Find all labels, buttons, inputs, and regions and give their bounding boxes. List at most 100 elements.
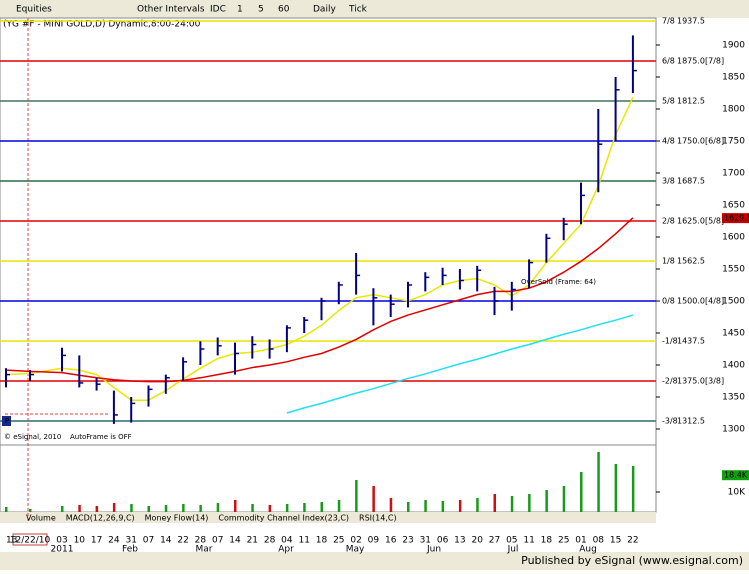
- annotation: AutoFrame is OFF: [70, 433, 132, 441]
- toolbar-item[interactable]: Other Intervals: [137, 5, 205, 15]
- level-tag: [7/8]: [705, 57, 724, 66]
- y-tick-label: 10K: [728, 488, 746, 498]
- volume-bar: [78, 505, 81, 512]
- y-tick-label: 1500: [722, 297, 745, 307]
- p-box: [2, 416, 11, 426]
- volume-bar: [182, 504, 185, 512]
- y-tick-label: 1450: [722, 329, 745, 339]
- toolbar-item[interactable]: Tick: [348, 5, 368, 15]
- toolbar-item[interactable]: Daily: [313, 5, 336, 15]
- annotation: P: [5, 417, 9, 425]
- y-tick-label: 1900: [722, 41, 745, 51]
- y-tick-label: 1550: [722, 265, 745, 275]
- ma-line: [5, 217, 634, 383]
- volume-bar: [631, 466, 635, 512]
- x-tick-label: 14: [160, 536, 172, 546]
- tab[interactable]: Commodity Channel Index(23,C): [218, 514, 349, 523]
- x-tick-label: 07: [212, 536, 223, 546]
- level-tag: [5/8]: [705, 217, 724, 226]
- volume-bar: [528, 494, 531, 512]
- y-tick-label: 1600: [722, 233, 745, 243]
- level-value: 1375.0: [677, 377, 705, 386]
- x-tick-label: 22: [627, 536, 638, 546]
- tab[interactable]: Money Flow(14): [145, 514, 209, 523]
- volume-bar: [199, 505, 202, 512]
- x-tick-label: 01: [575, 536, 586, 546]
- month-label: Aug: [579, 545, 597, 555]
- x-tick-label: 25: [333, 536, 344, 546]
- x-tick-label: 31: [125, 536, 136, 546]
- price-box-label: 1629.5: [724, 214, 749, 223]
- x-tick-label: 09: [368, 536, 380, 546]
- volume-bar: [320, 502, 323, 512]
- level-value: 1812.5: [677, 97, 705, 106]
- x-tick-label: 14: [229, 536, 241, 546]
- x-tick-label: 13: [6, 536, 17, 546]
- volume-bar: [441, 501, 445, 512]
- level-tag: [3/8]: [705, 377, 724, 386]
- volume-bar: [29, 509, 32, 512]
- month-label: 2011: [51, 545, 74, 555]
- y-tick-label: 1350: [722, 393, 745, 403]
- month-label: Feb: [122, 545, 138, 555]
- volume-bar: [407, 502, 410, 512]
- x-tick-label: 18: [541, 536, 553, 546]
- level-name: 4/8: [662, 137, 675, 146]
- level-name: 3/8: [662, 177, 675, 186]
- level-name: -2/8: [662, 377, 678, 386]
- level-name: -3/8: [662, 417, 678, 426]
- volume-bar: [164, 505, 168, 512]
- annotation: © eSignal, 2010: [4, 433, 61, 441]
- toolbar-item[interactable]: IDC: [210, 5, 226, 15]
- toolbar-item[interactable]: 1: [237, 5, 243, 15]
- volume-bar: [112, 503, 116, 512]
- month-label: May: [346, 545, 365, 555]
- toolbar-item[interactable]: Equities: [16, 5, 52, 15]
- x-tick-label: 17: [91, 536, 102, 546]
- volume-bar: [147, 506, 150, 512]
- level-value: 1750.0: [677, 137, 705, 146]
- level-name: 5/8: [662, 97, 675, 106]
- level-name: 1/8: [662, 257, 675, 266]
- x-tick-label: 10: [74, 536, 86, 546]
- month-label: Apr: [278, 545, 294, 555]
- volume-bar: [337, 500, 341, 512]
- x-tick-label: 07: [143, 536, 154, 546]
- date-highlight: [12, 533, 48, 546]
- tab[interactable]: Volume: [26, 514, 56, 523]
- tab-bar: [0, 512, 656, 523]
- x-tick-label: 08: [593, 536, 605, 546]
- toolbar-item[interactable]: 5: [258, 5, 264, 15]
- y-tick-label: 1300: [722, 425, 745, 435]
- x-tick-label: 25: [558, 536, 569, 546]
- x-tick-label: 28: [264, 536, 276, 546]
- x-tick-label: 11: [298, 536, 309, 546]
- price-box: [722, 213, 749, 224]
- y-tick-label: 1700: [722, 169, 745, 179]
- annotation: OverSold (Frame: 64): [521, 278, 596, 286]
- toolbar: [0, 0, 749, 18]
- level-tag: [6/8]: [705, 137, 724, 146]
- level-name: 0/8: [662, 297, 675, 306]
- tab[interactable]: RSI(14,C): [359, 514, 397, 523]
- y-tick-label: 1850: [722, 73, 745, 83]
- volume-bar: [268, 505, 272, 512]
- volume-box-label: 18.4K: [724, 471, 748, 480]
- level-value: 1625.0: [677, 217, 705, 226]
- volume-bar: [389, 498, 393, 512]
- level-tag: [4/8]: [705, 297, 724, 306]
- volume-bar: [424, 500, 427, 512]
- volume-bar: [95, 506, 99, 512]
- x-tick-label: 18: [316, 536, 328, 546]
- level-value: 1437.5: [677, 337, 705, 346]
- volume-bar: [372, 486, 375, 512]
- volume-box: [722, 470, 749, 481]
- toolbar-item[interactable]: 60: [278, 5, 290, 15]
- x-tick-label: 21: [247, 536, 258, 546]
- x-tick-label: 03: [56, 536, 67, 546]
- volume-bar: [580, 472, 583, 512]
- tab[interactable]: MACD(12,26,9,C): [66, 514, 135, 523]
- y-tick-label: 1800: [722, 105, 745, 115]
